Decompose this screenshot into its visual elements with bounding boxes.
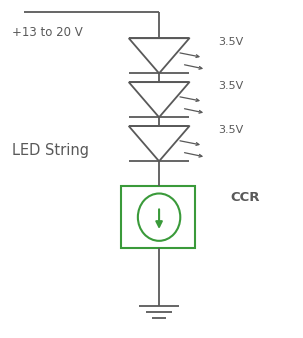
Text: 3.5V: 3.5V: [218, 81, 243, 91]
Bar: [121, 186, 195, 248]
Text: LED String: LED String: [12, 143, 89, 158]
Text: +13 to 20 V: +13 to 20 V: [12, 26, 83, 39]
Text: 3.5V: 3.5V: [218, 37, 243, 47]
Text: CCR: CCR: [230, 191, 260, 204]
Text: 3.5V: 3.5V: [218, 125, 243, 135]
